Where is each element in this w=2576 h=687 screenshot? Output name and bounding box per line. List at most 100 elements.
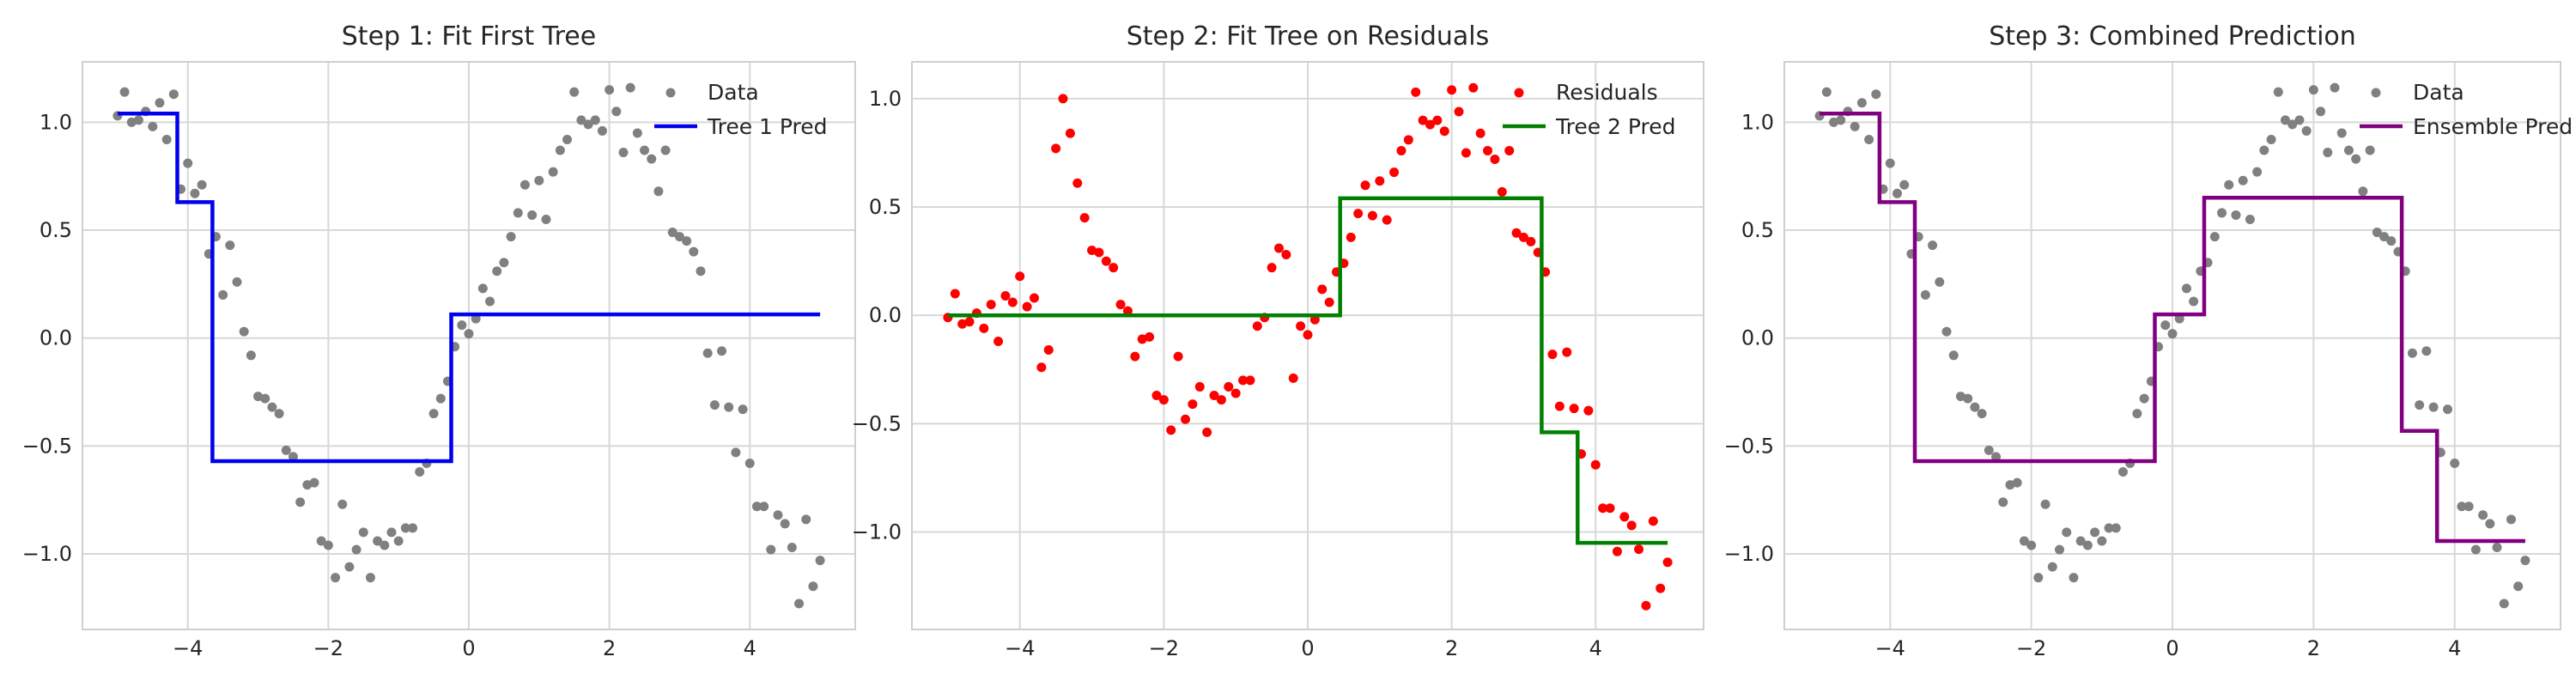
scatter-point bbox=[993, 336, 1004, 346]
scatter-point bbox=[1935, 277, 1945, 287]
scatter-point bbox=[386, 527, 397, 538]
scatter-point bbox=[2358, 186, 2368, 197]
legend-label-line: Tree 1 Pred bbox=[707, 114, 828, 139]
scatter-point bbox=[428, 409, 439, 419]
scatter-point bbox=[964, 317, 975, 327]
y-tick-label: −0.5 bbox=[1724, 434, 1774, 458]
scatter-point bbox=[1583, 405, 1594, 416]
scatter-point bbox=[337, 499, 348, 509]
y-tick-label: 1.0 bbox=[39, 110, 72, 134]
scatter-point bbox=[408, 523, 418, 533]
scatter-point bbox=[1562, 347, 1572, 357]
scatter-point bbox=[344, 562, 355, 572]
scatter-point bbox=[2266, 134, 2276, 144]
scatter-point bbox=[1396, 145, 1406, 155]
scatter-point bbox=[625, 82, 635, 93]
legend-label-scatter: Residuals bbox=[1556, 80, 1658, 105]
scatter-point bbox=[986, 300, 996, 310]
scatter-point bbox=[1619, 512, 1630, 522]
scatter-point bbox=[1194, 381, 1205, 392]
y-tick-label: −1.0 bbox=[22, 542, 72, 566]
scatter-point bbox=[288, 452, 298, 462]
scatter-point bbox=[2506, 514, 2516, 525]
scatter-point bbox=[1238, 375, 1249, 386]
scatter-point bbox=[1885, 158, 1895, 168]
scatter-point bbox=[611, 106, 622, 117]
scatter-point bbox=[1367, 210, 1377, 221]
scatter-point bbox=[1224, 381, 1234, 392]
y-tick-label: −0.5 bbox=[22, 434, 72, 458]
scatter-point bbox=[1468, 82, 1479, 93]
scatter-point bbox=[618, 148, 629, 158]
scatter-point bbox=[2117, 467, 2128, 477]
scatter-point bbox=[548, 167, 558, 177]
scatter-point bbox=[2287, 119, 2298, 130]
scatter-point bbox=[225, 240, 235, 251]
legend-marker-scatter bbox=[665, 88, 676, 98]
scatter-point bbox=[562, 134, 573, 144]
x-tick-label: 2 bbox=[603, 636, 616, 660]
scatter-point bbox=[759, 502, 769, 512]
scatter-point bbox=[660, 145, 671, 155]
prediction-line bbox=[1820, 112, 2525, 544]
scatter-point bbox=[717, 346, 727, 356]
y-tick-label: 0.0 bbox=[39, 326, 72, 350]
scatter-point bbox=[1094, 247, 1104, 258]
scatter-point bbox=[2415, 400, 2425, 410]
scatter-point bbox=[1382, 215, 1392, 225]
scatter-point bbox=[815, 556, 825, 566]
scatter-point bbox=[1899, 179, 1910, 190]
scatter-point bbox=[2075, 536, 2086, 546]
scatter-point bbox=[1145, 331, 1155, 342]
scatter-point bbox=[2308, 85, 2318, 95]
scatter-point bbox=[702, 348, 713, 358]
scatter-point bbox=[161, 134, 172, 144]
scatter-point bbox=[1151, 391, 1162, 401]
x-tick-label: 4 bbox=[744, 636, 756, 660]
scatter-point bbox=[1821, 87, 1832, 97]
legend: Data Tree 1 Pred bbox=[654, 80, 828, 139]
scatter-point bbox=[155, 98, 165, 108]
y-tick-label: 0.5 bbox=[1741, 218, 1774, 242]
scatter-point bbox=[689, 246, 699, 257]
scatter-point bbox=[1569, 404, 1579, 414]
scatter-point bbox=[766, 544, 776, 555]
scatter-point bbox=[2499, 599, 2509, 609]
x-tick-label: −4 bbox=[1875, 636, 1905, 660]
scatter-point bbox=[218, 289, 228, 300]
x-tick-label: −2 bbox=[1149, 636, 1179, 660]
scatter-point bbox=[1158, 395, 1169, 405]
scatter-point bbox=[1079, 213, 1090, 223]
scatter-point bbox=[794, 599, 805, 609]
scatter-point bbox=[274, 409, 284, 419]
scatter-point bbox=[260, 393, 270, 404]
scatter-point bbox=[1043, 345, 1054, 356]
scatter-point bbox=[2513, 581, 2524, 592]
scatter-point bbox=[632, 128, 642, 138]
scatter-point bbox=[1000, 290, 1011, 301]
chart-title: Step 3: Combined Prediction bbox=[1989, 21, 2356, 52]
scatter-point bbox=[1137, 334, 1147, 344]
scatter-point bbox=[1605, 503, 1615, 514]
scatter-point bbox=[527, 210, 538, 220]
scatter-point bbox=[295, 497, 306, 508]
scatter-point bbox=[2457, 502, 2467, 512]
scatter-point bbox=[1511, 228, 1522, 238]
scatter-point bbox=[979, 323, 989, 333]
scatter-point bbox=[1641, 600, 1651, 611]
scatter-series bbox=[1814, 82, 2530, 609]
scatter-point bbox=[1836, 115, 1846, 125]
x-tick-label: 0 bbox=[1301, 636, 1314, 660]
scatter-point bbox=[2033, 573, 2044, 583]
scatter-point bbox=[1022, 301, 1032, 312]
plot-frame bbox=[911, 61, 1704, 630]
scatter-point bbox=[239, 326, 249, 337]
x-tick-label: −4 bbox=[1005, 636, 1035, 660]
scatter-point bbox=[569, 87, 580, 97]
scatter-point bbox=[380, 540, 390, 550]
chart-panel-1: −4 −2 0 2 4 −1.0 −0.5 0.0 0.5 1.0 Step 1: Fit Firs… bbox=[22, 21, 856, 660]
scatter-point bbox=[1475, 128, 1485, 138]
scatter-point bbox=[1612, 546, 1622, 556]
scatter-point bbox=[1309, 314, 1320, 325]
